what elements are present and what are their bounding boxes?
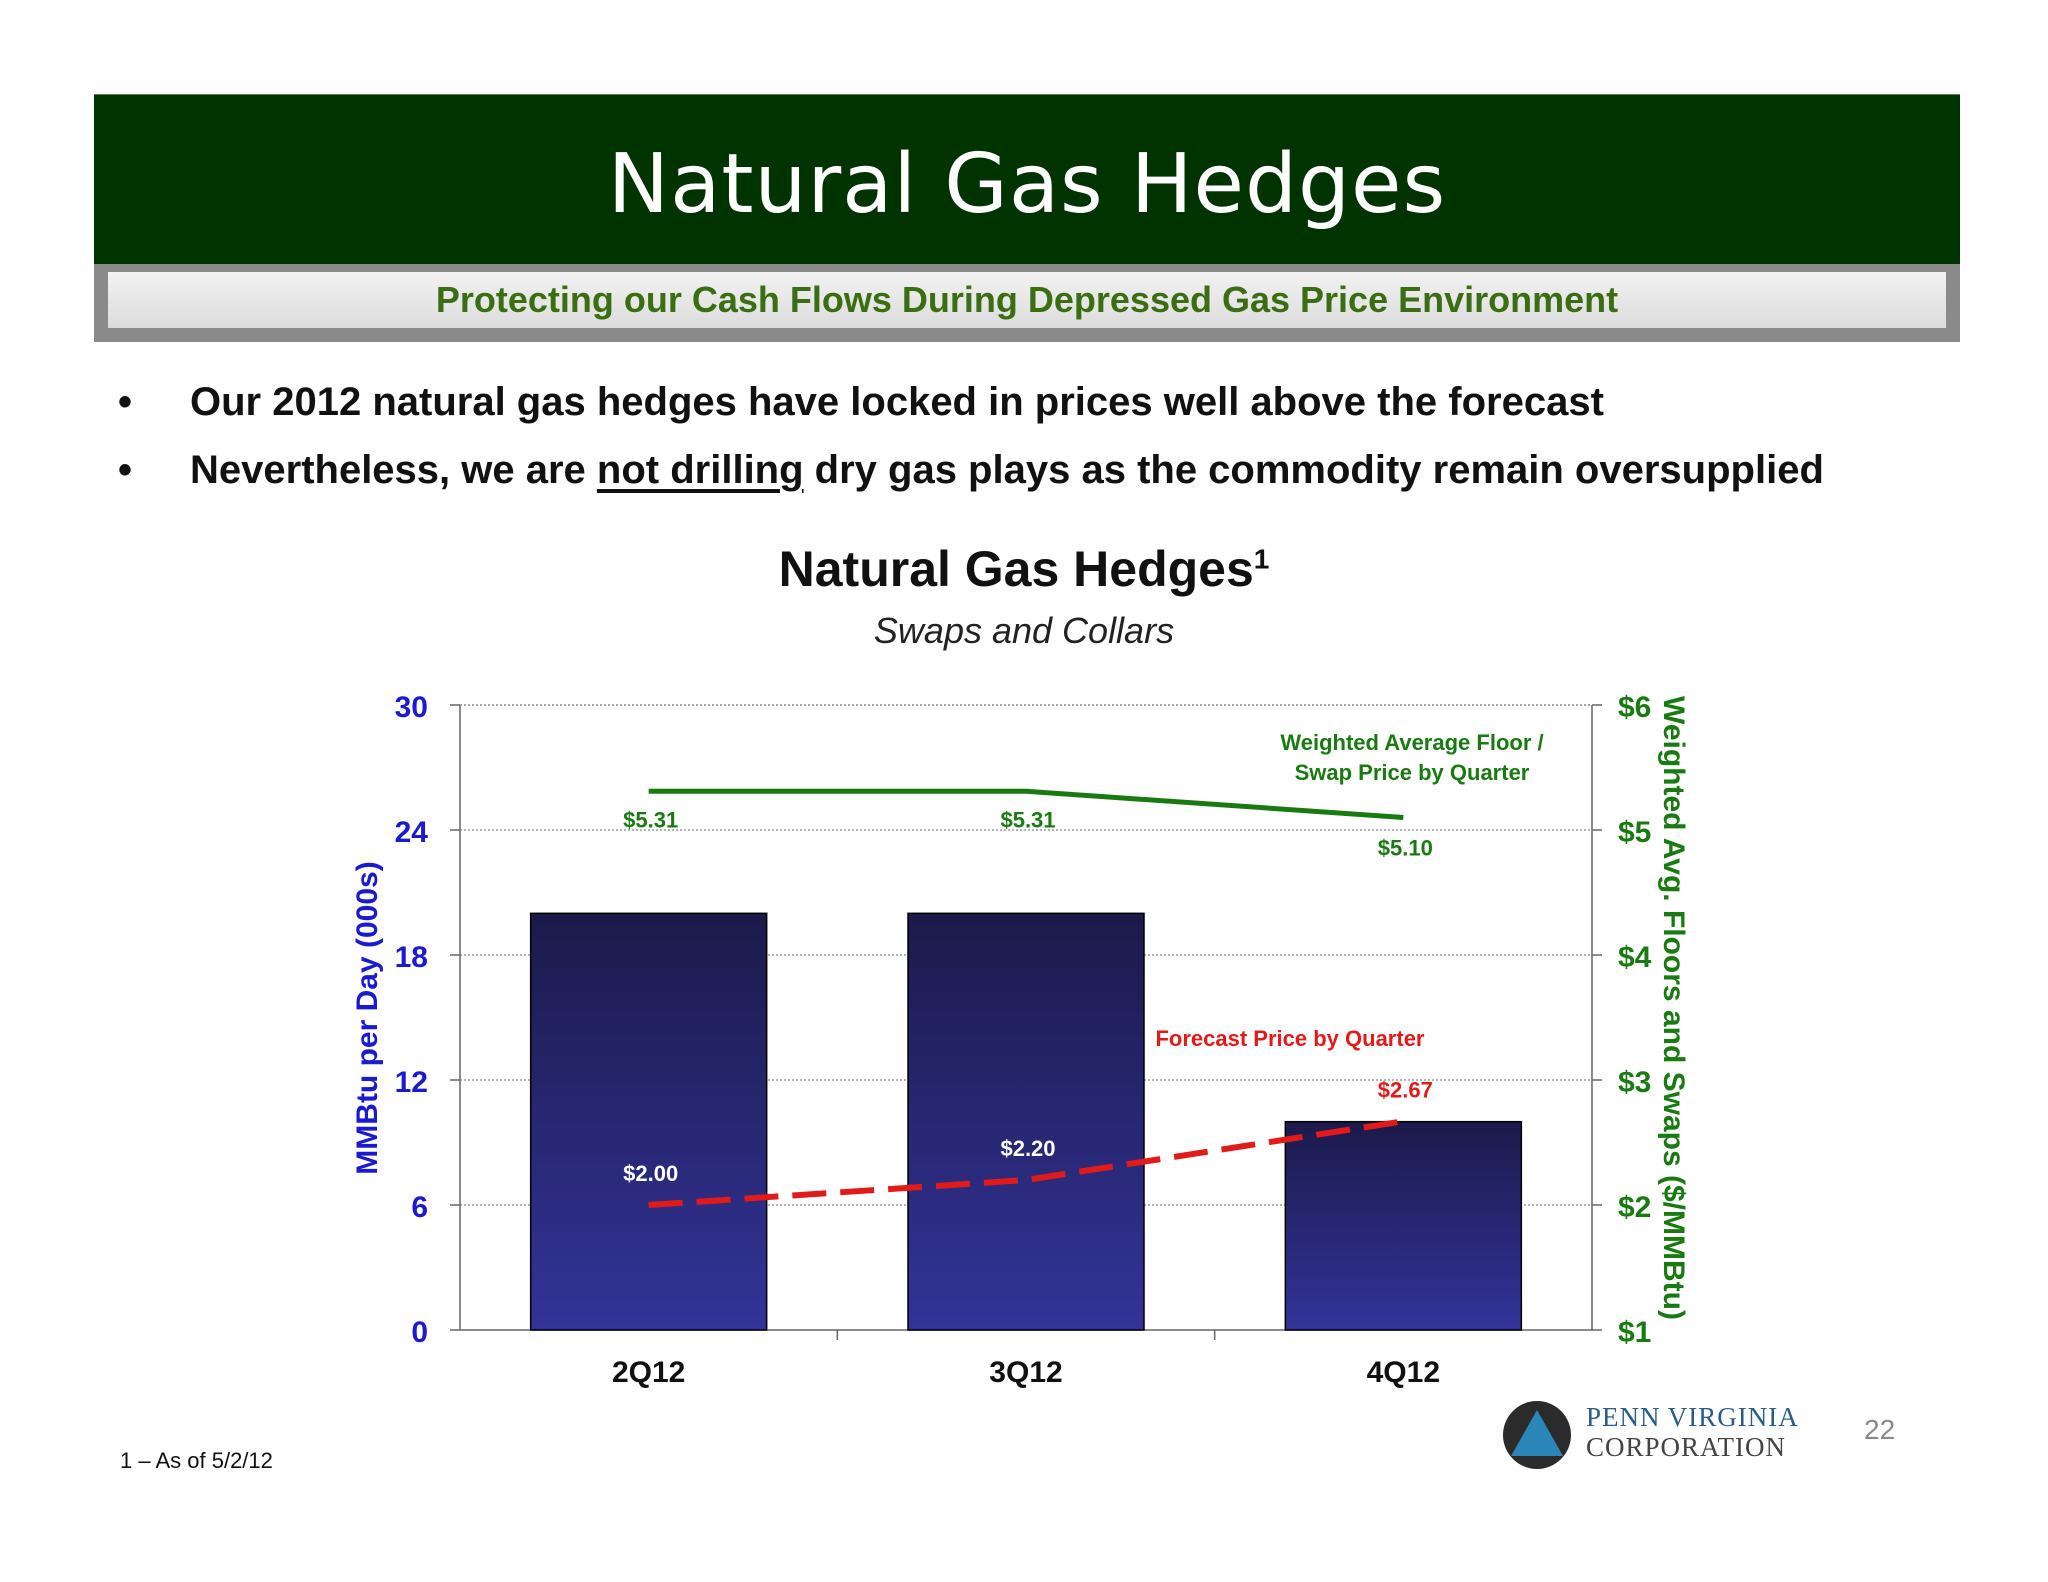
left-axis-tick-label: 12 <box>395 1066 428 1099</box>
page-number: 22 <box>1864 1414 1896 1445</box>
bar-3Q12 <box>907 912 1145 1331</box>
floor-swap-legend-line-2: Swap Price by Quarter <box>1295 760 1530 785</box>
slide-subtitle: Protecting our Cash Flows During Depress… <box>435 279 1619 320</box>
category-label: 4Q12 <box>1367 1356 1440 1389</box>
chart-title-footnote-mark: 1 <box>1253 543 1270 575</box>
data-label: $5.31 <box>623 807 678 832</box>
right-axis-tick-label: $1 <box>1618 1316 1651 1349</box>
right-axis-tick-label: $6 <box>1618 691 1651 724</box>
footnote: 1 – As of 5/2/12 <box>120 1448 273 1473</box>
chart-subtitle: Swaps and Collars <box>873 610 1175 651</box>
bullet-item: • Our 2012 natural gas hedges have locke… <box>118 368 1918 436</box>
logo-triangle-icon <box>1503 1401 1571 1469</box>
chart-title-text: Natural Gas Hedges <box>778 541 1254 597</box>
bullet-list: • Our 2012 natural gas hedges have locke… <box>118 368 1918 504</box>
left-axis-tick-label: 6 <box>411 1191 428 1224</box>
subtitle-panel: Protecting our Cash Flows During Depress… <box>108 272 1946 328</box>
bullet-symbol: • <box>118 380 133 424</box>
bullet-underlined-text: not drilling <box>596 448 804 492</box>
forecast-legend: Forecast Price by Quarter <box>1155 1026 1424 1051</box>
logo-line-1: PENN VIRGINIA <box>1586 1402 1799 1432</box>
logo-line-2: CORPORATION <box>1586 1432 1787 1462</box>
bullet-text: Our 2012 natural gas hedges have locked … <box>190 380 1604 424</box>
left-axis-tick-label: 18 <box>395 941 428 974</box>
category-label: 2Q12 <box>612 1356 685 1389</box>
left-axis-tick-label: 24 <box>395 816 429 849</box>
title-band: Natural Gas Hedges <box>94 94 1960 265</box>
floor-swap-legend-line-1: Weighted Average Floor / <box>1280 730 1543 755</box>
bullet-text: Nevertheless, we are <box>190 448 597 492</box>
subtitle-band: Protecting our Cash Flows During Depress… <box>94 264 1960 342</box>
company-logo: PENN VIRGINIA CORPORATION <box>1500 1398 1800 1472</box>
bullet-item: • Nevertheless, we are not drilling dry … <box>118 436 1918 504</box>
slide-title: Natural Gas Hedges <box>607 136 1447 232</box>
hedges-chart: 0 6 12 18 24 30 $1 $2 $3 $4 $5 $6 2Q12 3Q12 4Q12 $5.31 $… <box>351 691 1690 1389</box>
bar-4Q12 <box>1284 1120 1523 1331</box>
data-label: $5.31 <box>1000 807 1055 832</box>
left-axis-title: MMBtu per Day (000s) <box>351 861 384 1174</box>
bullet-symbol: • <box>118 448 133 492</box>
bar-2Q12 <box>529 912 768 1331</box>
right-axis-tick-label: $4 <box>1618 941 1652 974</box>
right-axis-tick-label: $3 <box>1618 1066 1651 1099</box>
chart-title: Natural Gas Hedges1 <box>0 540 2048 598</box>
bullet-text: dry gas plays as the commodity remain ov… <box>803 448 1824 492</box>
forecast-price-line <box>648 1118 1404 1208</box>
data-label: $2.67 <box>1378 1077 1433 1102</box>
right-axis-title: Weighted Avg. Floors and Swaps ($/MMBtu) <box>1657 696 1690 1320</box>
right-axis-tick-label: $5 <box>1618 816 1651 849</box>
category-label: 3Q12 <box>989 1356 1062 1389</box>
data-label: $2.20 <box>1000 1136 1055 1161</box>
right-axis-tick-label: $2 <box>1618 1191 1651 1224</box>
floor-swap-price-line <box>648 788 1404 820</box>
left-axis-tick-label: 30 <box>395 691 428 724</box>
data-label: $5.10 <box>1378 836 1433 861</box>
left-axis-tick-label: 0 <box>411 1316 428 1349</box>
logo-text: PENN VIRGINIA CORPORATION <box>1586 1402 1799 1462</box>
data-label: $2.00 <box>623 1161 678 1186</box>
